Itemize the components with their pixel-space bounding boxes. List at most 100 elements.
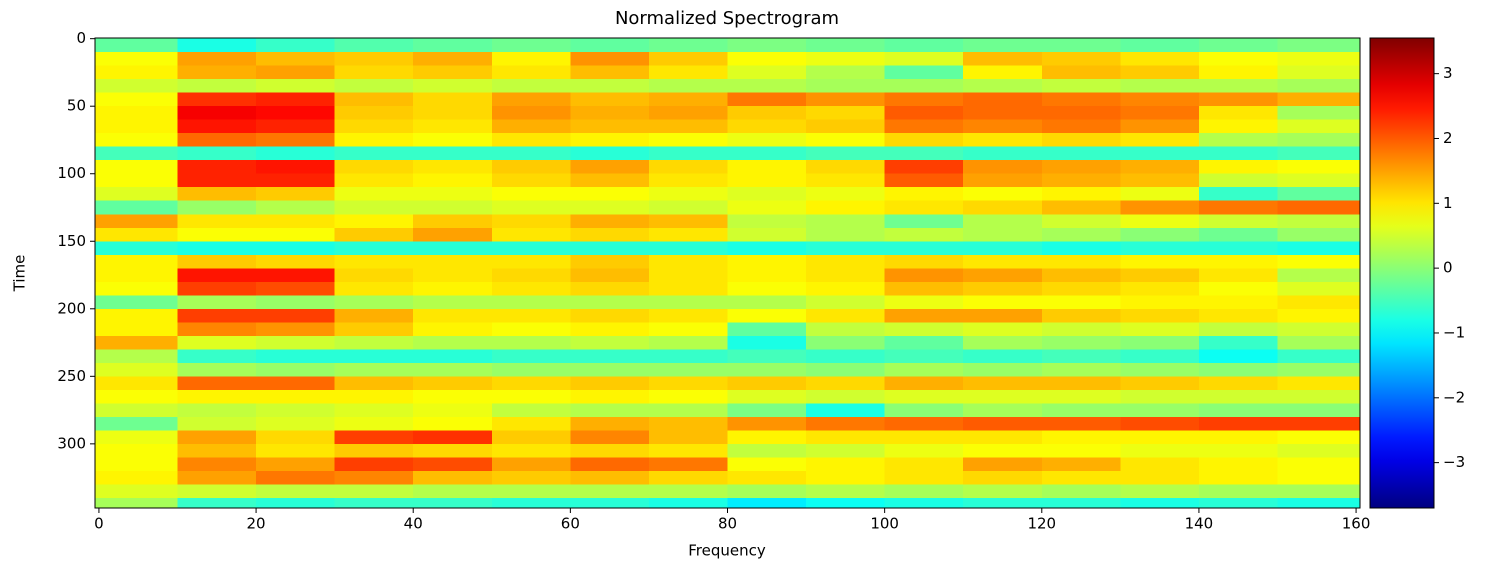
cell — [727, 38, 807, 53]
cell — [95, 268, 178, 283]
cell — [256, 52, 336, 67]
cell — [963, 268, 1043, 283]
cell — [177, 214, 257, 229]
cell — [177, 335, 257, 350]
cell — [806, 295, 886, 310]
cell — [1277, 79, 1361, 94]
cell — [570, 38, 650, 53]
cell — [491, 470, 571, 485]
cell — [491, 362, 571, 377]
cell — [648, 173, 728, 188]
cell — [95, 349, 178, 364]
cell — [884, 79, 964, 94]
cell — [95, 227, 178, 242]
cell — [727, 146, 807, 161]
cell — [648, 106, 728, 121]
cell — [1198, 335, 1278, 350]
cell — [1041, 403, 1121, 418]
cell — [963, 484, 1043, 499]
cell — [727, 295, 807, 310]
cell — [570, 173, 650, 188]
cell — [1041, 52, 1121, 67]
cell — [491, 443, 571, 458]
cell — [806, 119, 886, 134]
cell — [570, 200, 650, 215]
cell — [1041, 133, 1121, 148]
cell — [648, 403, 728, 418]
cell — [256, 349, 336, 364]
cell — [806, 308, 886, 323]
cell — [1277, 52, 1361, 67]
cell — [1277, 389, 1361, 404]
cell — [413, 295, 493, 310]
cell — [1120, 106, 1200, 121]
cell — [256, 268, 336, 283]
cell — [570, 106, 650, 121]
cell — [334, 281, 414, 296]
cell — [570, 254, 650, 269]
cell — [1041, 457, 1121, 472]
x-tick-label: 40 — [404, 515, 423, 533]
cell — [1277, 200, 1361, 215]
cell — [727, 241, 807, 256]
cell — [1277, 241, 1361, 256]
cell — [491, 349, 571, 364]
cell — [177, 187, 257, 202]
cell — [570, 295, 650, 310]
cell — [1041, 295, 1121, 310]
cell — [727, 376, 807, 391]
cell — [413, 362, 493, 377]
cell — [570, 119, 650, 134]
cell — [884, 52, 964, 67]
cell — [1277, 349, 1361, 364]
cell — [570, 322, 650, 337]
cell — [884, 160, 964, 175]
cell — [413, 173, 493, 188]
cell — [491, 160, 571, 175]
cell — [1041, 430, 1121, 445]
cell — [727, 79, 807, 94]
cell — [1277, 322, 1361, 337]
cell — [256, 443, 336, 458]
cell — [570, 497, 650, 509]
cell — [256, 457, 336, 472]
y-tick-label: 200 — [57, 299, 86, 317]
cell — [570, 389, 650, 404]
cell — [1120, 268, 1200, 283]
cell — [334, 79, 414, 94]
cell — [177, 92, 257, 107]
y-tick-label: 0 — [76, 29, 86, 47]
cell — [1041, 214, 1121, 229]
cell — [95, 254, 178, 269]
cell — [1041, 268, 1121, 283]
cell — [1277, 497, 1361, 509]
cell — [413, 241, 493, 256]
cell — [1041, 227, 1121, 242]
y-tick-label: 50 — [67, 97, 86, 115]
cell — [1198, 106, 1278, 121]
cell — [884, 65, 964, 80]
cell — [884, 281, 964, 296]
cell — [334, 254, 414, 269]
cell — [1120, 430, 1200, 445]
x-tick-label: 0 — [94, 515, 104, 533]
cell — [963, 430, 1043, 445]
cell — [884, 322, 964, 337]
cell — [727, 106, 807, 121]
cell — [963, 281, 1043, 296]
cell — [1277, 430, 1361, 445]
cell — [256, 403, 336, 418]
cell — [727, 484, 807, 499]
cell — [1120, 403, 1200, 418]
cell — [1277, 254, 1361, 269]
cell — [256, 376, 336, 391]
cell — [1120, 133, 1200, 148]
cell — [570, 457, 650, 472]
cell — [1120, 443, 1200, 458]
cell — [806, 362, 886, 377]
cell — [491, 389, 571, 404]
cell — [1277, 133, 1361, 148]
cell — [177, 65, 257, 80]
colorbar-tick-label: −1 — [1443, 323, 1465, 341]
